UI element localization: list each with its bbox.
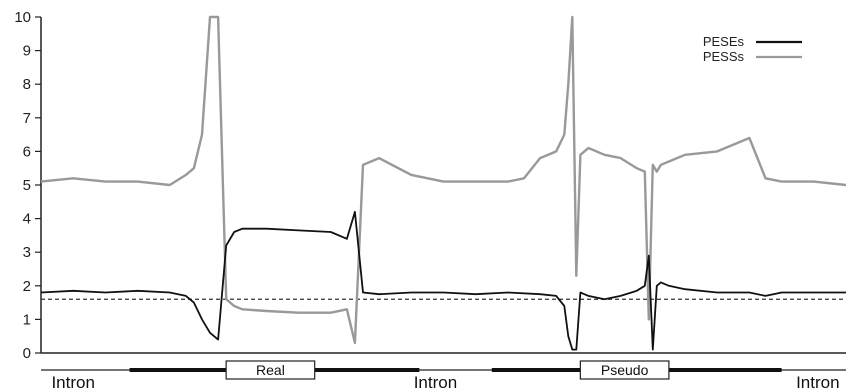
gene-track: Real Pseudo Intron Intron Intron [41,360,846,391]
exon-box [225,360,316,380]
y-tick-label: 3 [23,244,31,261]
y-tick-label: 4 [23,211,31,228]
exon-label: Pseudo [601,362,649,378]
y-tick-label: 7 [23,110,31,127]
series-line-pesss [40,15,847,345]
intron-label: Intron [414,373,457,391]
y-tick-label: 9 [23,43,31,60]
y-tick-label: 10 [14,9,31,26]
series-line-peses [40,210,846,351]
exon-label: Real [256,362,285,378]
series-group [40,15,847,351]
y-tick-label: 8 [23,76,31,93]
legend-label: PESEs [703,34,745,49]
y-tick-label: 0 [23,345,31,362]
y-tick-label: 1 [23,311,31,328]
exon-box [579,360,670,380]
y-tick-label: 2 [23,278,31,295]
y-tick-label: 5 [23,177,31,194]
intron-label: Intron [796,373,839,391]
y-tick-label: 6 [23,143,31,160]
y-axis-ticks: 0 1 2 3 4 5 6 7 8 9 10 [14,9,41,362]
legend-label: PESSs [703,49,745,64]
intron-label: Intron [51,373,94,391]
